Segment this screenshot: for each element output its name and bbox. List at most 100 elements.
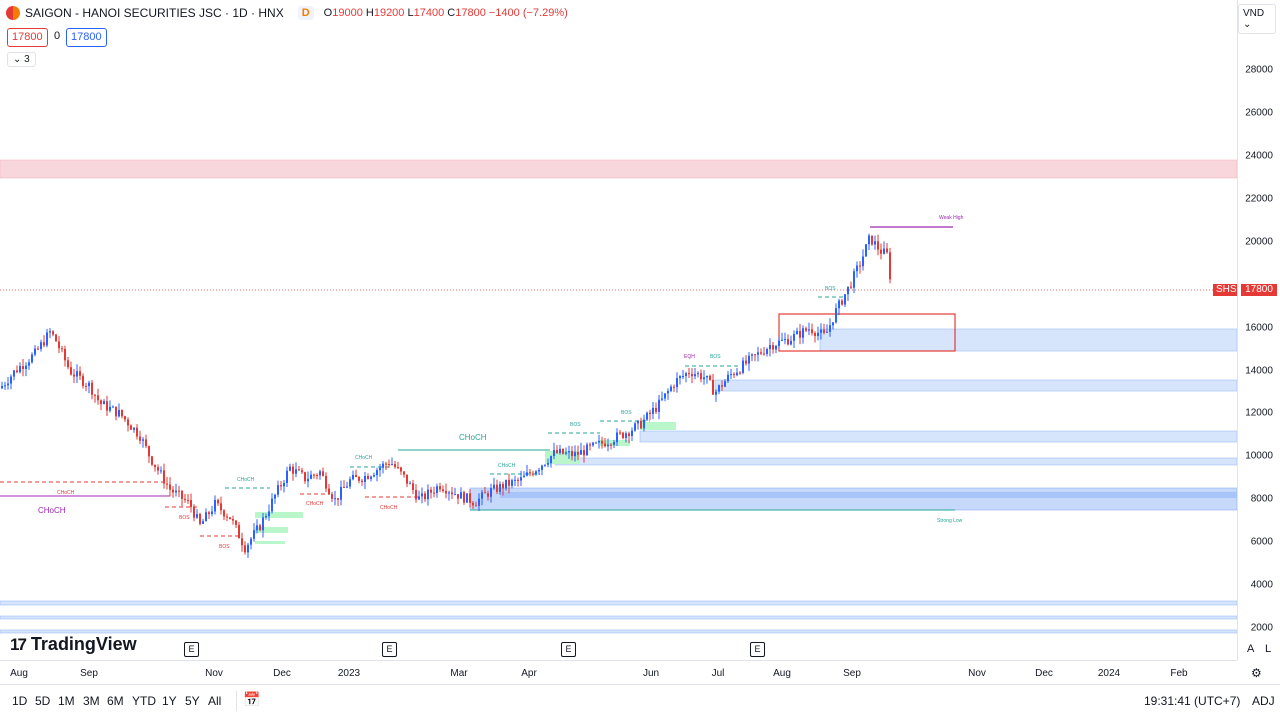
candle-body	[850, 286, 852, 288]
candle-body	[577, 452, 579, 455]
choch-label: CHoCH	[380, 505, 398, 511]
demand-zone	[0, 600, 1237, 606]
bottom-toolbar: 1D 5D 1M 3M 6M YTD 1Y 5Y All 📅 19:31:41 …	[0, 684, 1280, 717]
candle-body	[748, 355, 750, 364]
currency-selector[interactable]: VND ⌄	[1238, 4, 1276, 34]
candlestick-series	[1, 233, 891, 558]
range-ytd-button[interactable]: YTD	[132, 694, 156, 708]
candle-body	[811, 329, 813, 334]
time-tick: 2024	[1097, 668, 1121, 679]
range-5d-button[interactable]: 5D	[35, 694, 51, 708]
candle-body	[730, 374, 732, 376]
range-1d-button[interactable]: 1D	[12, 694, 28, 708]
candle-body	[493, 484, 495, 489]
candle-body	[745, 360, 747, 364]
candle-body	[145, 439, 147, 447]
candle-body	[58, 341, 60, 349]
candle-body	[88, 382, 90, 387]
settings-gear-icon[interactable]: ⚙	[1251, 666, 1262, 680]
candle-body	[427, 489, 429, 500]
range-6m-button[interactable]: 6M	[107, 694, 124, 708]
clock-timezone[interactable]: 19:31:41 (UTC+7)	[1144, 694, 1241, 708]
symbol-title[interactable]: SAIGON - HANOI SECURITIES JSC · 1D · HNX	[25, 6, 284, 20]
price-tick: 26000	[1245, 107, 1273, 119]
candle-body	[520, 477, 522, 481]
price-scale[interactable]: VND ⌄ 28000 26000 24000 22000 20000 1600…	[1237, 0, 1280, 660]
candle-body	[28, 362, 30, 366]
candle-body	[436, 486, 438, 494]
last-price-label: 17800	[1241, 284, 1277, 296]
candle-body	[802, 328, 804, 338]
range-3m-button[interactable]: 3M	[83, 694, 100, 708]
candle-body	[583, 450, 585, 456]
candle-body	[106, 401, 108, 411]
bos-label: BOS	[179, 515, 190, 521]
green-block	[255, 541, 285, 544]
candle-body	[232, 519, 234, 521]
candle-body	[568, 451, 570, 453]
symbol-legend[interactable]: SAIGON - HANOI SECURITIES JSC · 1D · HNX…	[6, 6, 568, 20]
candle-body	[418, 496, 420, 500]
candle-body	[349, 479, 351, 487]
candle-body	[733, 374, 735, 376]
price-tick: 6000	[1250, 536, 1273, 548]
tradingview-logo[interactable]: 17 TradingView	[10, 634, 137, 655]
candle-body	[751, 354, 753, 356]
earnings-marker[interactable]: E	[561, 642, 576, 657]
time-tick: Sep	[843, 668, 861, 679]
candle-body	[565, 452, 567, 454]
time-axis[interactable]: Aug Sep Nov Dec 2023 Mar Apr Jun Jul Aug…	[0, 660, 1262, 685]
weak-high-label: Weak High	[939, 215, 964, 221]
candle-body	[181, 490, 183, 499]
earnings-marker[interactable]: E	[382, 642, 397, 657]
candle-body	[361, 480, 363, 482]
candle-body	[46, 332, 48, 346]
candle-body	[718, 385, 720, 392]
candle-body	[376, 470, 378, 476]
earnings-marker[interactable]: E	[750, 642, 765, 657]
candle-body	[283, 482, 285, 487]
candle-body	[130, 425, 132, 430]
candle-body	[124, 416, 126, 420]
time-tick: 2023	[337, 668, 361, 679]
indicators-toggle[interactable]: ⌄ 3	[7, 52, 36, 67]
candle-body	[616, 432, 618, 443]
auto-scale-button[interactable]: A	[1247, 643, 1255, 655]
buy-price-button[interactable]: 17800	[66, 28, 107, 47]
earnings-marker[interactable]: E	[184, 642, 199, 657]
candle-body	[289, 466, 291, 471]
candle-body	[778, 340, 780, 346]
calendar-goto-icon[interactable]: 📅	[243, 691, 261, 707]
range-1y-button[interactable]: 1Y	[162, 694, 177, 708]
range-5y-button[interactable]: 5Y	[185, 694, 200, 708]
candle-body	[763, 353, 765, 355]
supply-zone	[0, 159, 1237, 179]
candle-body	[826, 331, 828, 333]
candle-body	[229, 517, 231, 520]
candle-body	[175, 490, 177, 493]
candle-body	[256, 525, 258, 531]
sell-price-button[interactable]: 17800	[7, 28, 48, 47]
range-1m-button[interactable]: 1M	[58, 694, 75, 708]
candle-body	[352, 474, 354, 480]
chart-pane[interactable]: CHoCH CHoCH CHoCH CHoCH CHoCH CHoCH CHoC…	[0, 0, 1237, 660]
candle-body	[508, 479, 510, 486]
adj-button[interactable]: ADJ	[1252, 694, 1275, 708]
candle-body	[322, 471, 324, 476]
candle-body	[328, 488, 330, 495]
data-source-badge[interactable]: D	[297, 6, 314, 20]
tradingview-mark-icon: 17	[10, 634, 27, 654]
demand-zone	[639, 430, 1237, 443]
candle-body	[505, 479, 507, 489]
candle-body	[448, 492, 450, 494]
log-scale-button[interactable]: L	[1265, 643, 1272, 655]
candle-body	[280, 485, 282, 487]
price-chart[interactable]: CHoCH CHoCH CHoCH CHoCH CHoCH CHoCH CHoC…	[0, 0, 1237, 660]
range-all-button[interactable]: All	[208, 694, 222, 708]
candle-body	[706, 375, 708, 378]
price-tick: 14000	[1245, 365, 1273, 377]
candle-body	[676, 378, 678, 388]
candle-body	[388, 464, 390, 466]
candle-body	[535, 471, 537, 475]
choch-label: CHoCH	[237, 477, 255, 483]
